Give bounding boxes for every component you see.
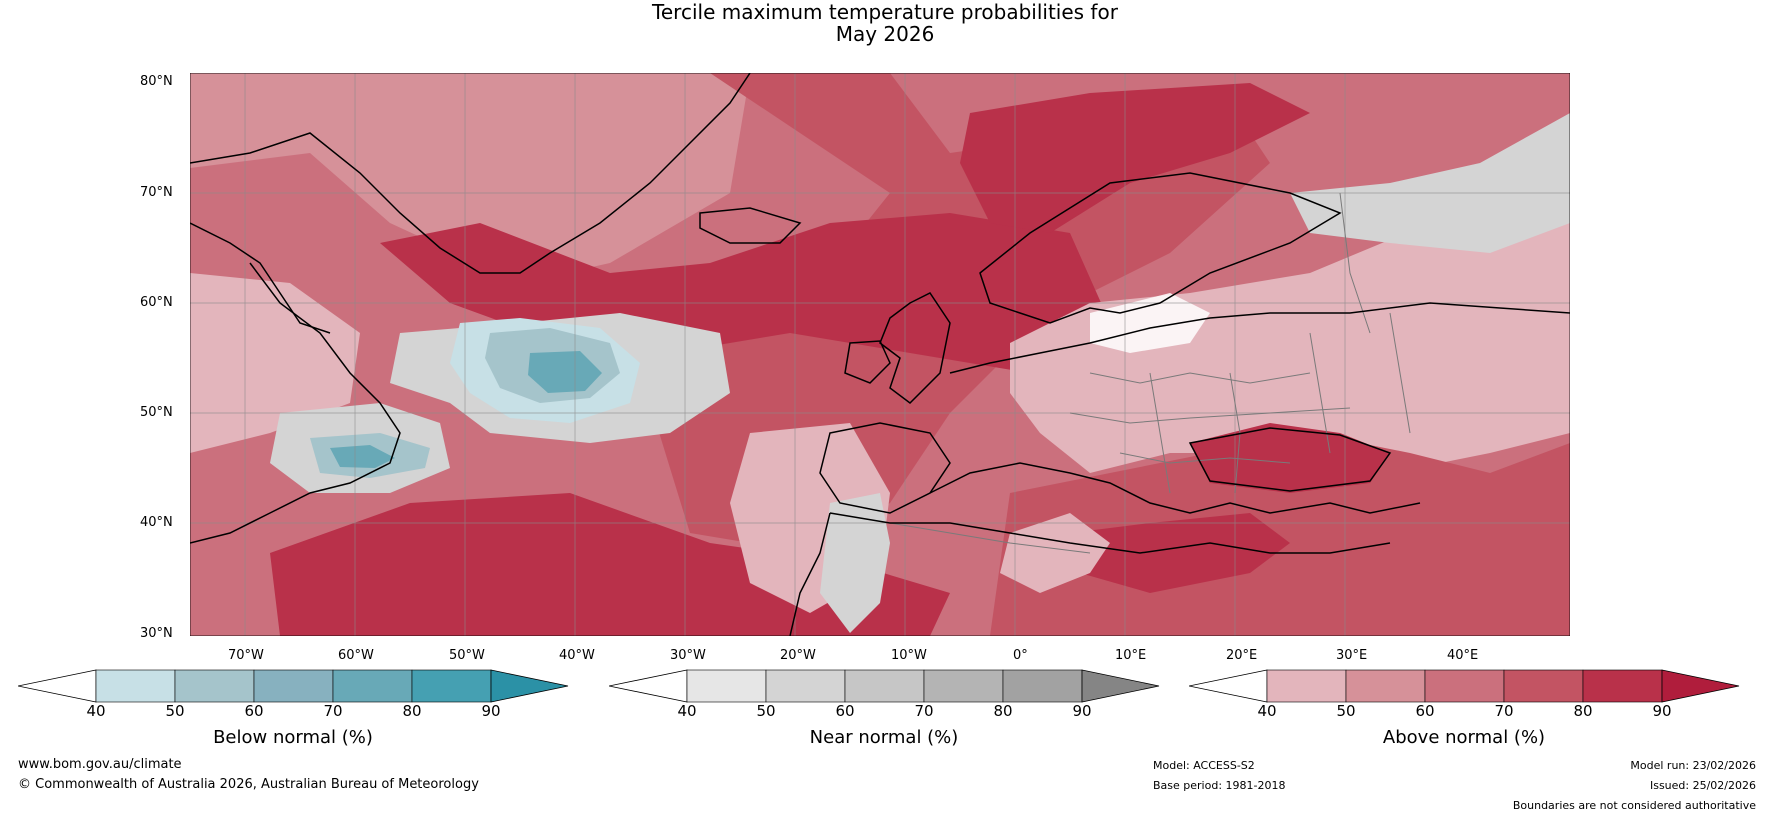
region-near-normal-scandinavia <box>1090 293 1210 353</box>
colorbar-near-normal <box>609 669 1160 703</box>
colorbar-above-seg-80-90 <box>1582 669 1663 703</box>
coast-greenland-west <box>190 222 331 334</box>
colorbar-above-low-arrow <box>1189 669 1268 703</box>
colorbar-above-normal <box>1189 669 1740 703</box>
colorbar-below-seg-60-70 <box>253 669 334 703</box>
region-below-normal-70-mid-atlantic <box>528 351 602 393</box>
coast-uk <box>879 292 951 404</box>
region-above-40-labrador <box>190 273 360 453</box>
colorbar-near-high-arrow <box>1081 669 1160 703</box>
lat-label-50n: 50°N <box>140 405 173 420</box>
cb-above-tick-60: 60 <box>1415 702 1435 720</box>
region-near-normal-iberia <box>820 493 890 633</box>
region-above-80-subtropical-atlantic <box>270 493 950 636</box>
region-above-50-north-greenland <box>190 73 750 283</box>
cb-near-tick-40: 40 <box>677 702 697 720</box>
cb-near-tick-80: 80 <box>993 702 1013 720</box>
coast-black-sea <box>1188 427 1392 492</box>
cb-below-tick-40: 40 <box>86 702 106 720</box>
coast-iceland <box>699 207 802 244</box>
lon-label-20w: 20°W <box>780 648 816 663</box>
cb-near-label: Near normal (%) <box>809 727 959 748</box>
footer-website[interactable]: www.bom.gov.au/climate <box>18 757 182 772</box>
colorbar-below-high-arrow <box>490 669 569 703</box>
cb-below-tick-80: 80 <box>402 702 422 720</box>
region-above-40-east-med <box>1000 513 1110 593</box>
lon-label-40w: 40°W <box>559 648 595 663</box>
cb-above-tick-50: 50 <box>1336 702 1356 720</box>
cb-near-tick-70: 70 <box>914 702 934 720</box>
colorbar-below-seg-80-90 <box>411 669 492 703</box>
coast-africa-west <box>789 512 831 636</box>
cb-near-tick-50: 50 <box>756 702 776 720</box>
footer-model-run: Model run: 23/02/2026 <box>1630 759 1756 772</box>
map-gridlines <box>190 73 1570 636</box>
footer-base-period: Base period: 1981-2018 <box>1153 779 1286 792</box>
lon-label-30w: 30°W <box>670 648 706 663</box>
footer-issued: Issued: 25/02/2026 <box>1649 779 1756 792</box>
region-above-80-barents <box>960 83 1310 233</box>
coast-africa-north <box>829 512 1391 554</box>
colorbar-below-seg-40-50 <box>95 669 176 703</box>
footer-disclaimer: Boundaries are not considered authoritat… <box>1512 799 1756 812</box>
cb-above-tick-90: 90 <box>1652 702 1672 720</box>
colorbar-above-high-arrow <box>1661 669 1740 703</box>
cb-below-tick-50: 50 <box>165 702 185 720</box>
coast-labrador <box>190 262 401 544</box>
lat-label-80n: 80°N <box>140 74 173 89</box>
colorbar-above-seg-50-60 <box>1345 669 1426 703</box>
footer-copyright: © Commonwealth of Australia 2026, Austra… <box>18 777 479 792</box>
colorbar-near-seg-50-60 <box>765 669 846 703</box>
coast-greenland <box>190 73 751 274</box>
colorbar-near-low-arrow <box>609 669 688 703</box>
cb-above-label: Above normal (%) <box>1382 727 1546 748</box>
colorbar-below-seg-70-80 <box>332 669 413 703</box>
lat-label-70n: 70°N <box>140 185 173 200</box>
colorbar-above-seg-60-70 <box>1424 669 1505 703</box>
colorbar-below-normal <box>18 669 569 703</box>
cb-below-tick-90: 90 <box>481 702 501 720</box>
region-above-40-eastern-europe <box>1010 193 1570 473</box>
region-above-80-black-sea <box>1190 423 1390 493</box>
cb-above-tick-40: 40 <box>1257 702 1277 720</box>
chart-title-line2: May 2026 <box>835 22 935 46</box>
lat-label-60n: 60°N <box>140 295 173 310</box>
cb-near-tick-90: 90 <box>1072 702 1092 720</box>
coast-scandinavia <box>979 172 1342 324</box>
colorbar-below-low-arrow <box>18 669 97 703</box>
cb-below-label: Below normal (%) <box>213 727 373 748</box>
lon-label-10e: 10°E <box>1115 648 1147 663</box>
colorbar-near-seg-40-50 <box>686 669 767 703</box>
colorbar-above-seg-40-50 <box>1266 669 1347 703</box>
coast-europe-north <box>949 302 1570 374</box>
cb-below-tick-60: 60 <box>244 702 264 720</box>
region-below-normal-70-newfoundland <box>330 445 395 468</box>
lat-label-30n: 30°N <box>140 626 173 641</box>
colorbar-near-seg-70-80 <box>923 669 1004 703</box>
lat-label-40n: 40°N <box>140 515 173 530</box>
lon-label-40e: 40°E <box>1447 648 1479 663</box>
lon-label-20e: 20°E <box>1226 648 1258 663</box>
footer-model: Model: ACCESS-S2 <box>1153 759 1255 772</box>
lon-label-70w: 70°W <box>228 648 264 663</box>
coast-ireland <box>844 340 891 384</box>
lon-label-30e: 30°E <box>1336 648 1368 663</box>
cb-above-tick-80: 80 <box>1573 702 1593 720</box>
coast-mediterranean-north <box>929 462 1421 514</box>
lon-label-10w: 10°W <box>891 648 927 663</box>
lon-label-60w: 60°W <box>338 648 374 663</box>
colorbar-near-seg-60-70 <box>844 669 925 703</box>
cb-above-tick-70: 70 <box>1494 702 1514 720</box>
colorbar-above-seg-70-80 <box>1503 669 1584 703</box>
cb-near-tick-60: 60 <box>835 702 855 720</box>
lon-label-50w: 50°W <box>449 648 485 663</box>
probability-map <box>190 73 1570 636</box>
colorbar-near-seg-80-90 <box>1002 669 1083 703</box>
coastlines <box>190 73 1570 636</box>
region-near-normal-siberia <box>1290 113 1570 253</box>
chart-title-line1: Tercile maximum temperature probabilitie… <box>652 0 1118 24</box>
colorbar-below-seg-50-60 <box>174 669 255 703</box>
cb-below-tick-70: 70 <box>323 702 343 720</box>
lon-label-0: 0° <box>1013 648 1028 663</box>
